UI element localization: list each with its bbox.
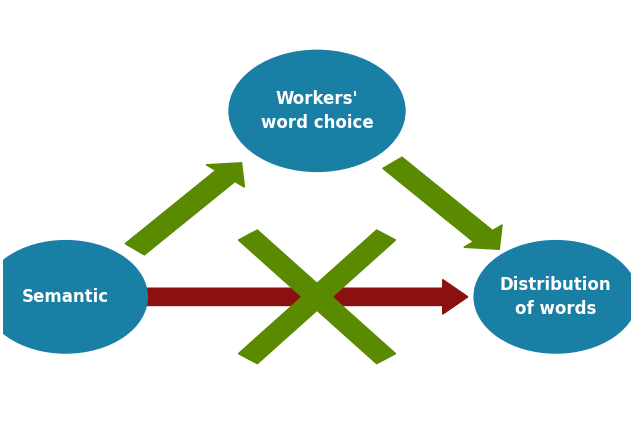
FancyArrow shape xyxy=(238,230,396,364)
FancyArrow shape xyxy=(238,230,396,364)
Text: Semantic: Semantic xyxy=(22,288,109,306)
Ellipse shape xyxy=(229,50,405,171)
Text: Distribution
of words: Distribution of words xyxy=(500,276,612,318)
Ellipse shape xyxy=(474,240,634,353)
FancyArrow shape xyxy=(383,157,502,249)
FancyArrow shape xyxy=(125,163,245,255)
Ellipse shape xyxy=(0,240,147,353)
FancyArrow shape xyxy=(147,279,468,314)
Text: Workers'
word choice: Workers' word choice xyxy=(261,90,373,132)
